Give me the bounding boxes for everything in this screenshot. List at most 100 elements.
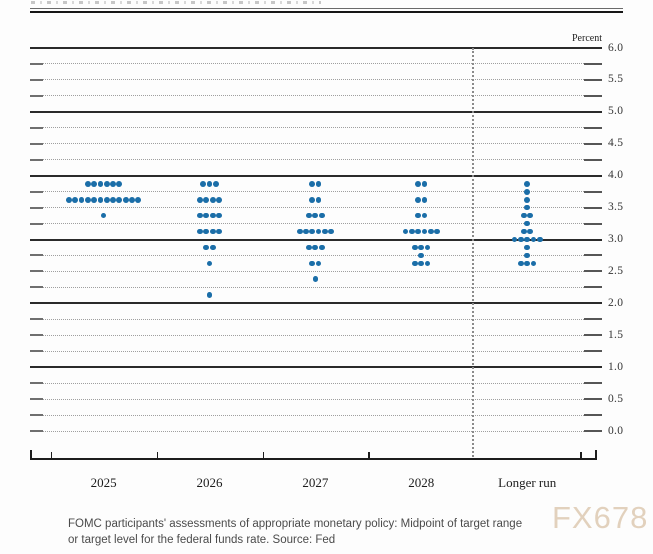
dot-row-longer-run-2.75 [524,252,531,259]
projection-dot [197,228,203,235]
y-axis-label: 0.0 [608,424,624,437]
dot-row-2027-2.625 [309,260,322,267]
projection-dot [306,244,312,251]
dot-row-2028-3.875 [415,180,428,187]
projection-dot [415,196,422,203]
gridline-solid [30,366,602,369]
gridline-end-tick [584,94,602,97]
projection-dot [321,228,328,235]
gridline-end-tick [30,382,43,385]
projection-dot [309,196,316,203]
gridline-end-tick [30,318,43,321]
gridline-solid [30,238,602,241]
projection-dot [209,212,216,219]
gridline-dotted [30,430,602,432]
projection-dot [412,260,418,267]
gridline-end-tick [584,398,602,401]
projection-dot [216,228,222,235]
projection-dot [517,236,524,243]
projection-dot [402,228,409,235]
projection-dot [524,188,531,195]
projection-dot [103,196,110,203]
gridline-end-tick [30,190,43,193]
projection-dot [408,228,415,235]
x-axis-tick [368,452,370,459]
dot-row-longer-run-3.75 [524,188,531,195]
y-axis-label: 1.5 [608,328,624,341]
projection-dot [84,180,91,187]
gridline-solid [30,174,602,177]
dot-row-2028-3.125 [402,228,440,235]
gridline-end-tick [584,318,602,321]
gridline-end-tick [30,350,43,353]
x-axis-label-2028: 2028 [408,475,435,490]
projection-dot [524,252,531,259]
projection-dot [97,180,104,187]
projection-dot [209,196,216,203]
gridline-end-tick [584,334,602,337]
projection-dot [412,244,418,251]
projection-dot [209,228,216,235]
gridline-dotted [30,127,602,129]
projection-dot [536,236,543,243]
gridline-dotted [30,270,602,272]
gridline-end-tick [30,414,43,417]
projection-dot [421,180,428,187]
dot-row-longer-run-3.25 [524,220,531,227]
gridline-end-tick [584,254,602,257]
fx678-watermark: FX678 [552,500,649,535]
projection-dot [203,244,210,251]
gridline-end-tick [584,62,602,65]
y-axis-label: 2.5 [608,264,624,277]
projection-dot [427,228,434,235]
dot-row-2028-2.625 [412,260,431,267]
dot-row-longer-run-2.875 [524,244,531,251]
dot-row-2027-3.875 [309,180,322,187]
projection-dot [418,252,425,259]
gridline-solid [30,110,602,113]
projection-dot [97,196,104,203]
projection-dot [206,292,213,299]
projection-dot [527,212,534,219]
projection-dot [424,244,431,251]
projection-dot [309,180,316,187]
gridline-dotted [30,143,602,145]
dot-row-2027-3.125 [296,228,335,235]
projection-dot [415,228,422,235]
gridline-dotted [30,254,602,256]
projection-dot [530,260,537,267]
projection-dot [521,228,527,235]
gridline-dotted [30,191,602,193]
projection-dot [312,212,319,219]
y-axis-label: 1.0 [608,360,624,373]
projection-dot [110,180,116,187]
projection-dot [315,228,322,235]
gridline-end-tick [30,254,43,257]
dot-row-2028-3.375 [415,212,428,219]
projection-dot [209,244,216,251]
dot-row-2027-2.875 [306,244,325,251]
y-axis-label: 4.5 [608,137,624,150]
projection-dot [103,180,110,187]
projection-dot [100,212,107,219]
gridline-solid [30,302,602,305]
x-axis-endcap [595,450,597,459]
gridline-dotted [30,79,602,81]
gridline-end-tick [30,94,43,97]
gridline-dotted [30,207,602,209]
caption-line-2: or target level for the federal funds ra… [68,533,336,546]
projection-dot [203,212,210,219]
gridline-end-tick [584,382,602,385]
x-axis-tick [156,452,159,459]
projection-dot [212,180,219,187]
projection-dot [421,196,428,203]
gridline-end-tick [30,430,43,432]
dot-row-2026-3.625 [197,196,222,203]
gridline-dotted [30,398,602,400]
dot-row-longer-run-3 [511,236,543,243]
x-axis-endcap [30,450,32,459]
dot-row-longer-run-3.625 [524,196,531,203]
y-axis-label: 2.0 [608,296,624,309]
gridline-dotted [30,159,602,161]
